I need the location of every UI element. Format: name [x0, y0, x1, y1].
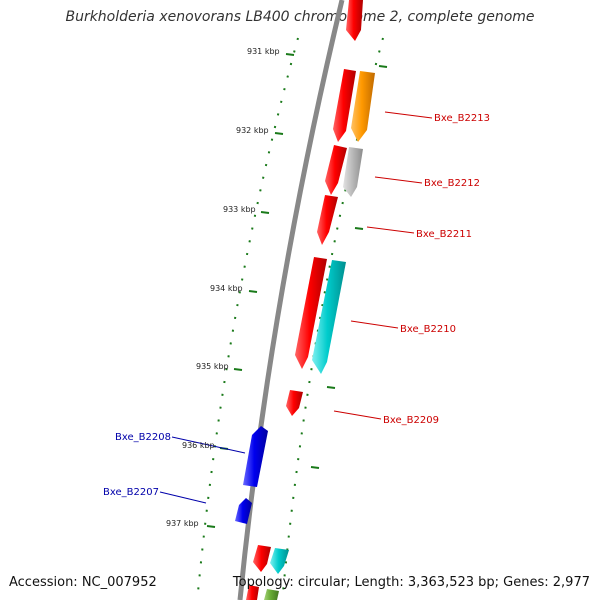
gene-arrow-red — [333, 69, 356, 142]
leader-line — [350, 320, 399, 329]
gene-label: Bxe_B2211 — [416, 229, 472, 240]
major-tick — [326, 386, 336, 389]
gene-label: Bxe_B2212 — [424, 178, 480, 189]
major-tick — [378, 65, 388, 68]
gene-arrow-blue — [235, 498, 252, 524]
genome-stats-label: Topology: circular; Length: 3,363,523 bp… — [232, 575, 590, 590]
gene-arrow-gray — [343, 147, 363, 197]
accession-label: Accession: NC_007952 — [9, 575, 157, 590]
chromosome-backbone — [237, 0, 345, 600]
leader-line — [333, 410, 382, 420]
kbp-label: 932 kbp — [236, 126, 269, 135]
tick-rings — [197, 37, 388, 593]
map-title: Burkholderia xenovorans LB400 chromosome… — [65, 9, 535, 25]
gene-label-leaders — [159, 111, 433, 504]
kbp-scale-labels: 931 kbp 932 kbp 933 kbp 934 kbp 935 kbp … — [166, 47, 280, 528]
outer-tick-ring — [197, 37, 299, 593]
gene-arrow-cyan — [270, 548, 289, 574]
major-tick — [233, 368, 243, 371]
gene-arrow-red — [295, 257, 327, 369]
gene-arrow-green — [264, 589, 279, 600]
kbp-label: 934 kbp — [210, 284, 243, 293]
gene-arrow-red — [317, 195, 338, 245]
kbp-label: 935 kbp — [196, 362, 229, 371]
gene-arrow-red — [286, 390, 303, 416]
leader-line — [384, 111, 433, 119]
leader-line — [374, 176, 423, 184]
gene-label: Bxe_B2213 — [434, 113, 490, 124]
leader-line — [159, 491, 207, 504]
kbp-label: 931 kbp — [247, 47, 280, 56]
major-tick — [260, 211, 270, 214]
gene-labels: Bxe_B2213 Bxe_B2212 Bxe_B2211 Bxe_B2210 … — [103, 113, 490, 498]
gene-arrow-red — [253, 545, 271, 572]
major-tick — [354, 227, 364, 230]
gene-arrow-blue — [243, 426, 268, 487]
gene-label: Bxe_B2207 — [103, 487, 159, 498]
major-tick — [206, 525, 216, 528]
major-tick — [285, 53, 295, 56]
gene-arrow-orange — [351, 71, 375, 142]
inner-tick-ring — [282, 37, 384, 593]
gene-arrow-red — [346, 0, 363, 41]
kbp-label: 937 kbp — [166, 519, 199, 528]
gene-features — [235, 0, 375, 600]
gene-label: Bxe_B2210 — [400, 324, 456, 335]
gene-arrow-red — [246, 585, 259, 600]
gene-label: Bxe_B2209 — [383, 415, 439, 426]
major-tick — [310, 466, 320, 469]
gene-arrow-red — [325, 145, 347, 195]
gene-label: Bxe_B2208 — [115, 432, 171, 443]
leader-line — [366, 226, 415, 234]
kbp-label: 936 kbp — [182, 441, 215, 450]
major-tick — [274, 132, 284, 135]
kbp-label: 933 kbp — [223, 205, 256, 214]
major-tick — [248, 290, 258, 293]
gene-arrow-cyan — [312, 260, 346, 374]
leader-line — [171, 436, 246, 454]
